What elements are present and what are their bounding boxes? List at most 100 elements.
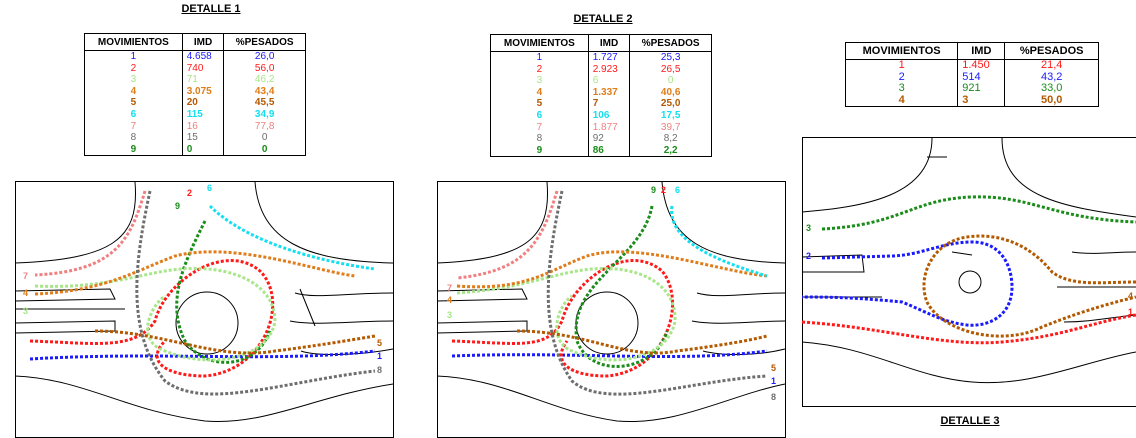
pesados-cell: 21,4 bbox=[1004, 59, 1099, 72]
roundabout-3: 3 2 4 1 bbox=[802, 137, 1136, 407]
imd-cell: 86 bbox=[587, 144, 631, 158]
movement-row: 8 92 8,2 bbox=[490, 133, 712, 145]
pesados-cell: 17,5 bbox=[629, 109, 712, 122]
imd-cell: 921 bbox=[957, 83, 1006, 95]
pesados-cell: 43,4 bbox=[223, 85, 306, 98]
movement-cell: 4 bbox=[84, 85, 183, 98]
label-6: 6 bbox=[675, 185, 680, 195]
pesados-cell: 46,2 bbox=[223, 74, 306, 86]
col-pesados: %PESADOS bbox=[1004, 42, 1099, 60]
pesados-cell: 26,5 bbox=[629, 63, 712, 76]
detail-3-diagram: 3 2 4 1 bbox=[802, 137, 1136, 407]
col-imd: IMD bbox=[181, 33, 225, 51]
col-imd: IMD bbox=[587, 34, 631, 52]
imd-cell: 1.337 bbox=[587, 86, 631, 99]
label-3: 3 bbox=[447, 310, 452, 320]
label-1: 1 bbox=[1128, 307, 1133, 317]
movement-row: 4 1.337 40,6 bbox=[490, 86, 712, 99]
movement-row: 6 115 34,9 bbox=[84, 108, 306, 121]
pesados-cell: 56,0 bbox=[223, 62, 306, 75]
imd-cell: 71 bbox=[181, 74, 225, 86]
movement-row: 5 20 45,5 bbox=[84, 97, 306, 109]
movement-cell: 3 bbox=[84, 74, 183, 86]
movement-row: 4 3.075 43,4 bbox=[84, 85, 306, 98]
label-8: 8 bbox=[771, 392, 776, 402]
imd-cell: 740 bbox=[181, 62, 225, 75]
label-6: 6 bbox=[207, 183, 212, 193]
pesados-cell: 39,7 bbox=[629, 121, 712, 134]
movement-cell: 6 bbox=[84, 108, 183, 121]
movement-cell: 4 bbox=[490, 86, 589, 99]
movement-row: 7 16 77,8 bbox=[84, 120, 306, 133]
imd-cell: 4.658 bbox=[181, 50, 225, 63]
imd-cell: 6 bbox=[587, 75, 631, 87]
movement-cell: 2 bbox=[490, 63, 589, 76]
movement-cell: 6 bbox=[490, 109, 589, 122]
col-imd: IMD bbox=[957, 42, 1006, 60]
label-9: 9 bbox=[651, 185, 656, 195]
pesados-cell: 0 bbox=[223, 143, 306, 157]
pesados-cell: 25,0 bbox=[629, 98, 712, 110]
movement-cell: 1 bbox=[490, 51, 589, 64]
pesados-cell: 50,0 bbox=[1004, 94, 1099, 108]
roundabout-1: 7 4 3 2 6 9 5 1 8 bbox=[15, 181, 394, 438]
imd-cell: 106 bbox=[587, 109, 631, 122]
imd-cell: 1.450 bbox=[957, 59, 1006, 72]
pesados-cell: 25,3 bbox=[629, 51, 712, 64]
label-4: 4 bbox=[1128, 291, 1133, 301]
col-movimientos: MOVIMIENTOS bbox=[84, 33, 183, 51]
detail-2-table: MOVIMIENTOS IMD %PESADOS 1 1.727 25,3 2 2.92… bbox=[490, 34, 712, 158]
detail-3-table: MOVIMIENTOS IMD %PESADOS 1 1.450 21,4 2 514 4… bbox=[844, 42, 1099, 108]
label-5: 5 bbox=[377, 338, 382, 348]
label-2: 2 bbox=[661, 185, 666, 195]
imd-cell: 1.877 bbox=[587, 121, 631, 134]
pesados-cell: 77,8 bbox=[223, 120, 306, 133]
pesados-cell: 45,5 bbox=[223, 97, 306, 109]
movement-row: 1 1.450 21,4 bbox=[844, 59, 1099, 72]
label-4: 4 bbox=[23, 288, 28, 298]
movement-row: 3 921 33,0 bbox=[844, 83, 1099, 95]
movement-row: 5 7 25,0 bbox=[490, 98, 712, 110]
label-9: 9 bbox=[175, 201, 180, 211]
detail-2-diagram: 7 4 3 9 2 6 5 1 8 bbox=[437, 181, 787, 438]
movement-row: 1 1.727 25,3 bbox=[490, 51, 712, 64]
movement-row: 2 514 43,2 bbox=[844, 71, 1099, 84]
movement-cell: 7 bbox=[84, 120, 183, 133]
detail-1-title: DETALLE 1 bbox=[181, 3, 241, 15]
movement-cell: 1 bbox=[84, 50, 183, 63]
movement-cell: 5 bbox=[490, 98, 589, 110]
imd-cell: 2.923 bbox=[587, 63, 631, 76]
col-pesados: %PESADOS bbox=[223, 33, 306, 51]
movement-cell: 8 bbox=[490, 133, 589, 145]
label-4: 4 bbox=[447, 295, 452, 305]
label-5: 5 bbox=[771, 363, 776, 373]
pesados-cell: 26,0 bbox=[223, 50, 306, 63]
col-movimientos: MOVIMIENTOS bbox=[490, 34, 589, 52]
movement-row: 2 740 56,0 bbox=[84, 62, 306, 75]
movement-cell: 2 bbox=[84, 62, 183, 75]
detail-2-title: DETALLE 2 bbox=[573, 13, 633, 25]
col-pesados: %PESADOS bbox=[629, 34, 712, 52]
label-1: 1 bbox=[771, 376, 776, 386]
pesados-cell: 43,2 bbox=[1004, 71, 1099, 84]
pesados-cell: 0 bbox=[223, 132, 306, 144]
roundabout-2: 7 4 3 9 2 6 5 1 8 bbox=[437, 181, 786, 438]
imd-cell: 15 bbox=[181, 132, 225, 144]
label-2: 2 bbox=[187, 188, 192, 198]
movement-cell: 7 bbox=[490, 121, 589, 134]
imd-cell: 514 bbox=[957, 71, 1006, 84]
detail-1-diagram: 7 4 3 2 6 9 5 1 8 bbox=[15, 181, 395, 438]
movement-row: 3 71 46,2 bbox=[84, 74, 306, 86]
movement-cell: 5 bbox=[84, 97, 183, 109]
movement-row: 4 3 50,0 bbox=[844, 94, 1099, 108]
pesados-cell: 2,2 bbox=[629, 144, 712, 158]
pesados-cell: 0 bbox=[629, 75, 712, 87]
movement-cell: 3 bbox=[490, 75, 589, 87]
label-1: 1 bbox=[377, 351, 382, 361]
imd-cell: 20 bbox=[181, 97, 225, 109]
label-2: 2 bbox=[806, 251, 811, 261]
movement-row: 1 4.658 26,0 bbox=[84, 50, 306, 63]
pesados-cell: 33,0 bbox=[1004, 83, 1099, 95]
movement-row: 2 2.923 26,5 bbox=[490, 63, 712, 76]
